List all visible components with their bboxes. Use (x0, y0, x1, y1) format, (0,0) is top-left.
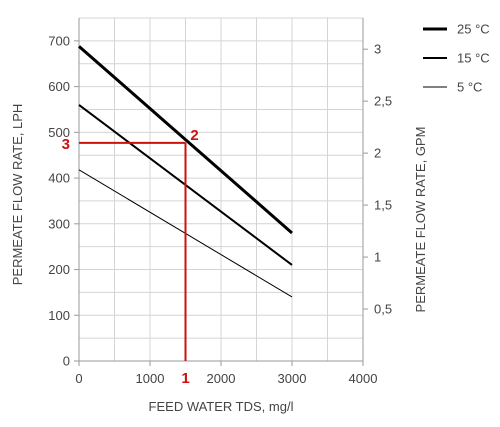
x-tick-label: 1000 (136, 371, 165, 386)
y-tick-label: 300 (48, 216, 70, 231)
y2-tick-label: 1 (374, 250, 381, 265)
x-axis-title: FEED WATER TDS, mg/l (149, 399, 294, 414)
legend-label-3: 5 °C (457, 80, 482, 95)
y-tick-label: 200 (48, 262, 70, 277)
y2-tick-label: 3 (374, 42, 381, 57)
y-tick-label: 400 (48, 171, 70, 186)
annotation-marker-3: 3 (62, 136, 70, 153)
y-tick-label: 0 (63, 354, 70, 369)
x-tick-label: 2000 (207, 371, 236, 386)
y-tick-label: 600 (48, 79, 70, 94)
grid (78, 17, 364, 362)
annotation-marker-2: 2 (190, 127, 198, 144)
x-tick-label: 0 (75, 371, 82, 386)
x-tick-label: 3000 (278, 371, 307, 386)
y-axis-title: PERMEATE FLOW RATE, LPH (10, 104, 25, 286)
x-tick-label: 4000 (349, 371, 378, 386)
y2-tick-label: 0,5 (374, 302, 392, 317)
y2-tick-label: 2 (374, 146, 381, 161)
y-tick-label: 500 (48, 125, 70, 140)
annotations: 1 2 3 (62, 127, 199, 387)
legend-label-1: 25 °C (457, 22, 490, 37)
y2-tick-label: 1,5 (374, 198, 392, 213)
legend: 25 °C 15 °C 5 °C (423, 22, 490, 95)
tick-labels: 0 1000 2000 3000 4000 0 100 200 300 400 500 600 700 0… (48, 33, 392, 386)
y-tick-label: 700 (48, 33, 70, 48)
y2-tick-label: 2,5 (374, 94, 392, 109)
series-line-1 (78, 45, 293, 235)
y-tick-label: 100 (48, 308, 70, 323)
legend-label-2: 15 °C (457, 51, 490, 66)
annotation-marker-1: 1 (181, 370, 189, 387)
y2-axis-title: PERMEATE FLOW RATE, GPM (413, 127, 428, 313)
